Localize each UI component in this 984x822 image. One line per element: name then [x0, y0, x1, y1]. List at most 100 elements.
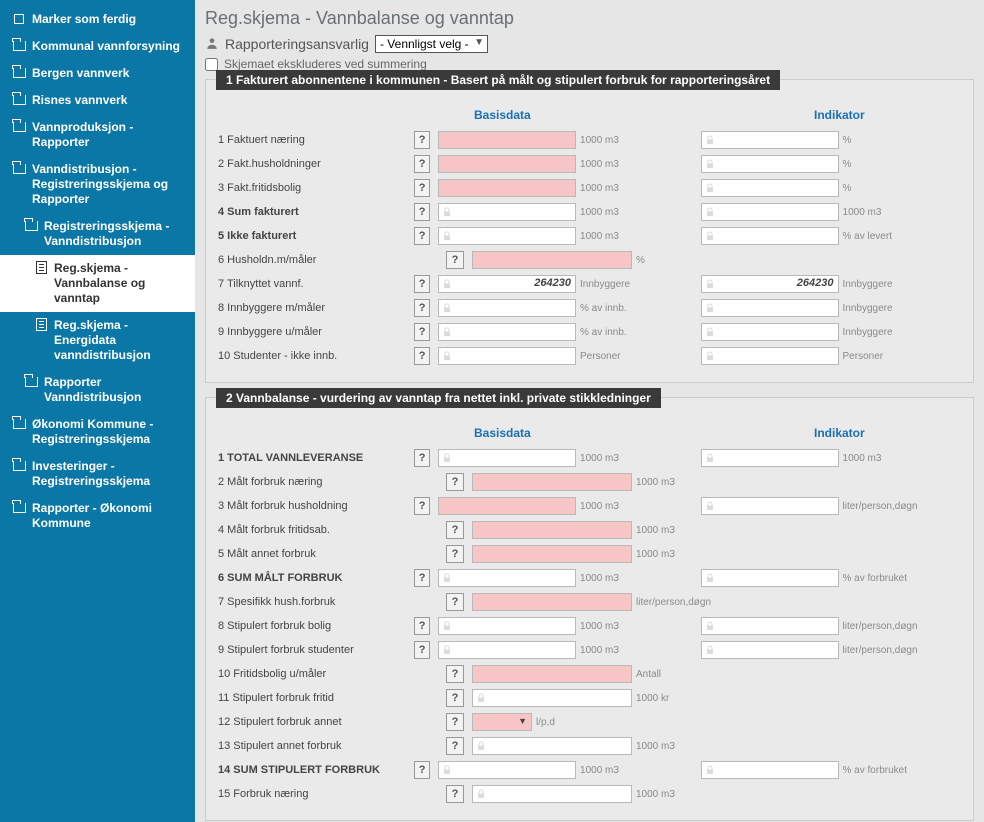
form-row: 7 Spesifikk hush.forbruk?liter/person,dø…: [216, 590, 963, 614]
help-button[interactable]: ?: [414, 203, 430, 221]
help-button[interactable]: ?: [414, 299, 430, 317]
basis-field[interactable]: [438, 449, 576, 467]
basis-field[interactable]: [472, 689, 632, 707]
basis-unit: 1000 m3: [580, 183, 701, 194]
help-button[interactable]: ?: [414, 323, 430, 341]
help-button[interactable]: ?: [414, 497, 430, 515]
row-label: 10 Studenter - ikke innb.: [216, 350, 414, 362]
sidebar-item[interactable]: Investeringer - Registreringsskjema: [0, 453, 195, 495]
basis-field[interactable]: [438, 323, 576, 341]
indicator-field: [701, 617, 839, 635]
indicator-field: 264230: [701, 275, 839, 293]
square-icon: [12, 12, 26, 24]
sidebar-item[interactable]: Vannproduksjon - Rapporter: [0, 114, 195, 156]
help-button[interactable]: ?: [414, 179, 430, 197]
responsible-select[interactable]: - Vennligst velg -: [375, 35, 488, 53]
help-button[interactable]: ?: [446, 737, 464, 755]
row-label: 3 Målt forbruk husholdning: [216, 500, 414, 512]
exclude-checkbox[interactable]: [205, 58, 218, 71]
help-button[interactable]: ?: [414, 347, 430, 365]
sidebar-item[interactable]: Rapporter Vanndistribusjon: [0, 369, 195, 411]
folder-icon: [24, 375, 38, 387]
basis-field[interactable]: 264230: [438, 275, 576, 293]
row-label: 8 Stipulert forbruk bolig: [216, 620, 414, 632]
basis-field[interactable]: [472, 665, 632, 683]
row-label: 8 Innbyggere m/måler: [216, 302, 414, 314]
sidebar-item[interactable]: Økonomi Kommune - Registreringsskjema: [0, 411, 195, 453]
sidebar-item[interactable]: Risnes vannverk: [0, 87, 195, 114]
basis-select[interactable]: [472, 713, 532, 731]
help-button[interactable]: ?: [414, 449, 430, 467]
section-1-title: 1 Fakturert abonnentene i kommunen - Bas…: [216, 70, 780, 90]
basis-field[interactable]: [472, 473, 632, 491]
help-button[interactable]: ?: [414, 227, 430, 245]
help-button[interactable]: ?: [414, 155, 430, 173]
help-button[interactable]: ?: [414, 641, 430, 659]
help-button[interactable]: ?: [414, 275, 430, 293]
help-button[interactable]: ?: [446, 545, 464, 563]
page-title: Reg.skjema - Vannbalanse og vanntap: [205, 8, 974, 29]
form-row: 12 Stipulert forbruk annet?l/p,d: [216, 710, 963, 734]
help-button[interactable]: ?: [446, 473, 464, 491]
basis-field[interactable]: [472, 545, 632, 563]
form-row: 9 Stipulert forbruk studenter?1000 m3lit…: [216, 638, 963, 662]
basis-field[interactable]: [438, 641, 576, 659]
sidebar-item[interactable]: Vanndistribusjon - Registreringsskjema o…: [0, 156, 195, 213]
help-button[interactable]: ?: [414, 569, 430, 587]
basis-field[interactable]: [472, 251, 632, 269]
row-label: 1 TOTAL VANNLEVERANSE: [216, 452, 414, 464]
lock-icon: [441, 451, 453, 465]
basis-field[interactable]: [438, 617, 576, 635]
basis-field[interactable]: [438, 497, 576, 515]
basis-unit: Antall: [636, 669, 776, 680]
sidebar-item-label: Økonomi Kommune - Registreringsskjema: [32, 417, 185, 447]
form-row: 10 Studenter - ikke innb.?PersonerPerson…: [216, 344, 963, 368]
indicator-unit: % av levert: [843, 231, 964, 242]
basis-unit: Personer: [580, 351, 701, 362]
sidebar-marker[interactable]: Marker som ferdig: [0, 6, 195, 33]
basis-field[interactable]: [472, 521, 632, 539]
sidebar-item[interactable]: Reg.skjema - Vannbalanse og vanntap: [0, 255, 195, 312]
basis-unit: %: [636, 255, 776, 266]
basis-field[interactable]: [472, 737, 632, 755]
sidebar-item-label: Vanndistribusjon - Registreringsskjema o…: [32, 162, 185, 207]
help-button[interactable]: ?: [414, 617, 430, 635]
basis-field[interactable]: [472, 593, 632, 611]
basis-field[interactable]: [438, 203, 576, 221]
form-row: 1 Faktuert næring?1000 m3%: [216, 128, 963, 152]
help-button[interactable]: ?: [446, 689, 464, 707]
sidebar-item[interactable]: Reg.skjema - Energidata vanndistribusjon: [0, 312, 195, 369]
row-label: 3 Fakt.fritidsbolig: [216, 182, 414, 194]
basis-unit: 1000 m3: [580, 765, 701, 776]
help-button[interactable]: ?: [446, 251, 464, 269]
basis-field[interactable]: [472, 785, 632, 803]
basis-unit: l/p,d: [532, 717, 772, 728]
basis-field[interactable]: [438, 761, 576, 779]
basis-field[interactable]: [438, 131, 576, 149]
help-button[interactable]: ?: [446, 593, 464, 611]
sidebar-item[interactable]: Registreringsskjema - Vanndistribusjon: [0, 213, 195, 255]
indicator-unit: liter/person,døgn: [843, 645, 964, 656]
lock-icon: [704, 133, 716, 147]
basis-field[interactable]: [438, 155, 576, 173]
help-button[interactable]: ?: [446, 785, 464, 803]
basis-field[interactable]: [438, 569, 576, 587]
help-button[interactable]: ?: [446, 713, 464, 731]
help-button[interactable]: ?: [414, 131, 430, 149]
basis-unit: 1000 m3: [580, 645, 701, 656]
basis-field[interactable]: [438, 179, 576, 197]
lock-icon: [704, 325, 716, 339]
basis-field[interactable]: [438, 299, 576, 317]
row-label: 2 Målt forbruk næring: [216, 476, 446, 488]
help-button[interactable]: ?: [446, 521, 464, 539]
sidebar-item-label: Reg.skjema - Energidata vanndistribusjon: [54, 318, 185, 363]
sidebar-item[interactable]: Rapporter - Økonomi Kommune: [0, 495, 195, 537]
basis-field[interactable]: [438, 347, 576, 365]
sidebar-marker-label: Marker som ferdig: [32, 12, 136, 27]
help-button[interactable]: ?: [414, 761, 430, 779]
sidebar-item[interactable]: Bergen vannverk: [0, 60, 195, 87]
indicator-unit: 1000 m3: [843, 453, 964, 464]
sidebar-item[interactable]: Kommunal vannforsyning: [0, 33, 195, 60]
basis-field[interactable]: [438, 227, 576, 245]
help-button[interactable]: ?: [446, 665, 464, 683]
